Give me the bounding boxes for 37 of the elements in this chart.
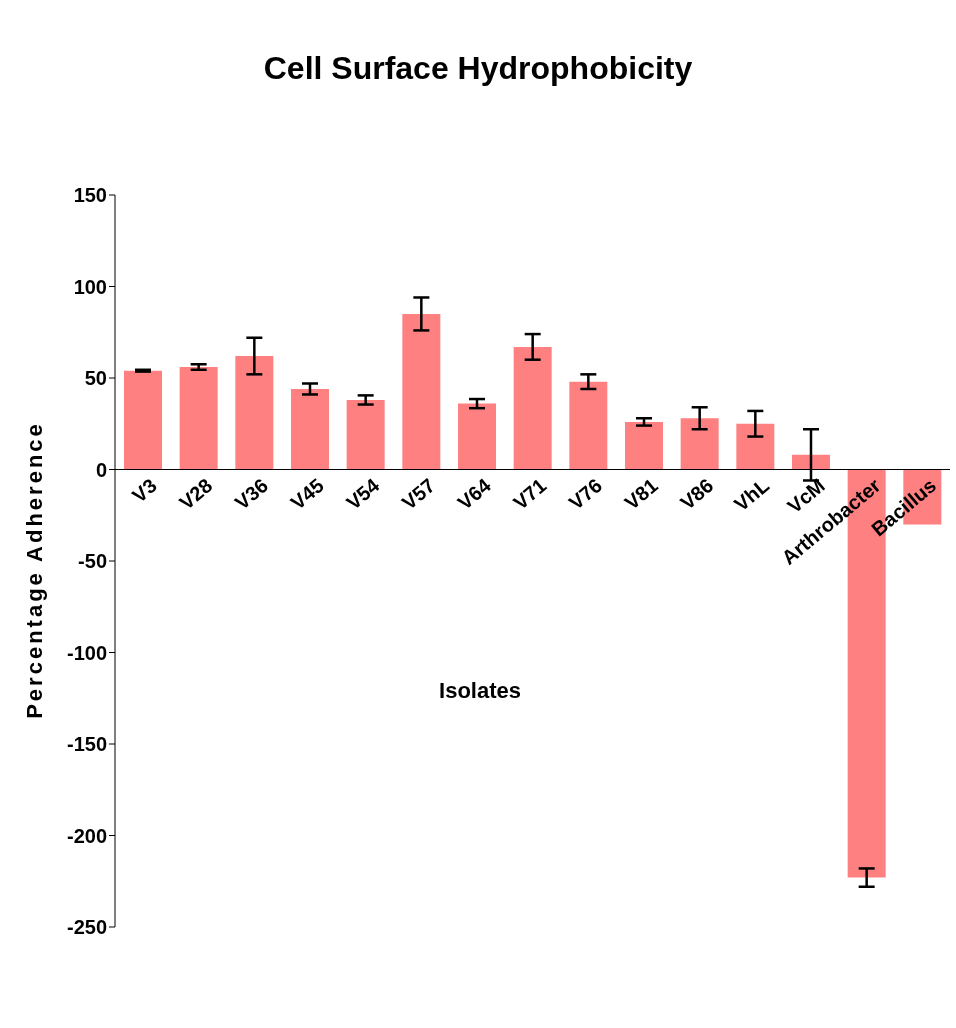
x-tick-label: V86 <box>676 474 718 514</box>
y-tick-label: -200 <box>66 824 107 847</box>
x-tick-label: V54 <box>342 473 385 514</box>
x-tick-label: V64 <box>453 473 496 514</box>
y-tick-label: 50 <box>84 367 107 390</box>
bar <box>291 388 329 470</box>
x-tick-label: V45 <box>286 474 328 514</box>
y-tick-label: -150 <box>66 733 107 756</box>
bar <box>346 399 385 470</box>
y-tick-label: -100 <box>66 641 107 664</box>
bar <box>680 418 719 470</box>
bar <box>235 356 274 470</box>
bar <box>625 421 663 470</box>
x-tick-label: V81 <box>620 474 662 514</box>
y-tick-label: 100 <box>73 275 107 298</box>
x-tick-label: V57 <box>397 474 440 514</box>
x-tick-label: V36 <box>230 474 273 514</box>
x-tick-label: VhL <box>730 474 774 516</box>
y-tick-label: 0 <box>95 458 107 481</box>
bar <box>513 346 552 470</box>
bar <box>736 423 775 470</box>
y-tick-label: -50 <box>78 550 107 573</box>
y-axis-title: Percentage Adherence <box>22 421 48 719</box>
bar <box>569 381 608 470</box>
x-tick-label: V28 <box>175 474 217 514</box>
bar <box>792 454 830 470</box>
x-tick-label: V76 <box>564 474 607 514</box>
bar <box>402 313 441 470</box>
bar <box>179 367 218 470</box>
chart-title: Cell Surface Hydrophobicity <box>262 50 694 87</box>
x-axis-title: Isolates <box>438 678 522 704</box>
x-tick-label: V3 <box>127 474 161 507</box>
y-tick-label: -250 <box>66 916 107 939</box>
bar <box>458 403 496 470</box>
y-tick-label: 150 <box>73 184 107 207</box>
bar <box>124 370 162 470</box>
x-tick-label: V71 <box>509 474 551 514</box>
